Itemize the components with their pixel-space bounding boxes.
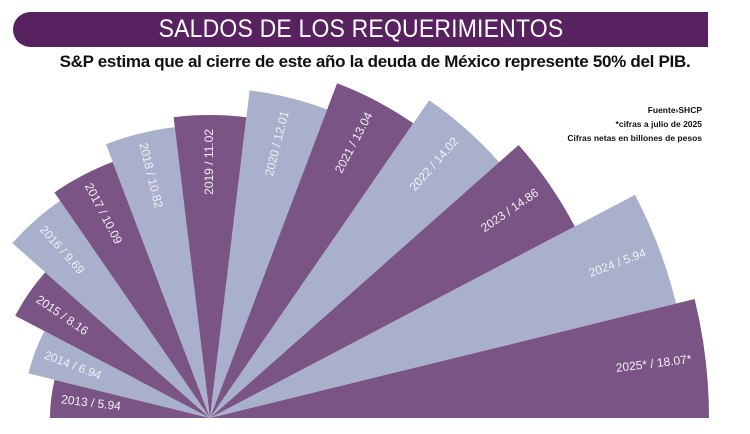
- wedge-group: [12, 83, 709, 419]
- wedge-2015: [15, 272, 211, 418]
- units-note: Cifras netas en billones de pesos: [567, 133, 702, 143]
- notes-block: Fuente›SHCP *cifras a julio de 2025 Cifr…: [567, 103, 702, 145]
- wedge-2017: [54, 161, 211, 418]
- wedge-2019: [173, 115, 247, 418]
- wedge-2016: [12, 200, 210, 418]
- wedge-2024: [210, 194, 677, 418]
- chart-title: SALDOS DE LOS REQUERIMIENTOS: [158, 15, 563, 43]
- wedge-2013: [49, 379, 211, 418]
- source-note: Fuente›SHCP: [647, 105, 702, 115]
- footnote: *cifras a julio de 2025: [615, 119, 702, 129]
- wedge-2022: [210, 100, 500, 419]
- chart-subtitle: S&P estima que al cierre de este año la …: [59, 52, 691, 71]
- wedge-label: 2019 / 11.02: [202, 129, 216, 195]
- wedge-2023: [210, 145, 575, 418]
- wedge-2020: [210, 90, 328, 419]
- baseline: [0, 418, 750, 434]
- wedge-2018: [106, 127, 210, 418]
- wedge-2014: [28, 331, 211, 418]
- title-bar: SALDOS DE LOS REQUERIMIENTOS: [13, 12, 708, 47]
- wedge-2025: [210, 299, 709, 418]
- wedge-2021: [210, 83, 414, 419]
